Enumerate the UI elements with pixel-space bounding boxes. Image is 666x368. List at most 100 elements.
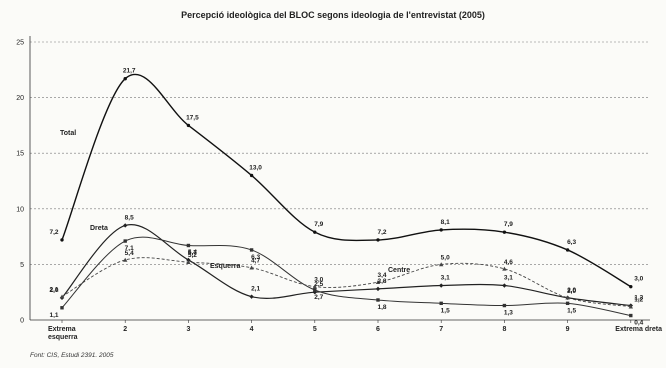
series-layer <box>59 73 633 318</box>
data-point <box>123 76 127 81</box>
data-label: 1,5 <box>567 307 576 314</box>
data-label: 7,2 <box>49 229 58 236</box>
data-label: 5,4 <box>188 249 197 256</box>
series-line <box>61 223 631 307</box>
data-label: 4,6 <box>504 259 513 266</box>
data-label: 2,5 <box>314 281 323 288</box>
series-line <box>61 73 632 288</box>
series-total <box>60 73 633 289</box>
data-point <box>439 228 443 232</box>
x-tick-label: Extrema esquerra <box>48 326 78 341</box>
data-label: 8,1 <box>441 219 450 226</box>
data-label: 8,5 <box>125 214 134 221</box>
data-label: 1,3 <box>504 310 513 317</box>
x-tick-label: 2 <box>123 326 127 333</box>
x-tick-label: 3 <box>186 326 190 333</box>
y-tick-label: 5 <box>20 262 24 269</box>
data-point <box>249 248 254 252</box>
data-label: 1,1 <box>49 312 58 319</box>
data-label: 2,7 <box>314 294 323 301</box>
data-point <box>565 295 570 300</box>
data-point <box>439 283 444 288</box>
data-label: 6,7 <box>188 249 197 256</box>
data-label: 7,9 <box>314 221 323 228</box>
data-label: 3,4 <box>377 272 386 279</box>
data-point <box>628 304 633 309</box>
x-tick-label: 8 <box>502 326 506 333</box>
series-name-label: Esquerra <box>210 263 240 270</box>
data-label: 17,5 <box>186 114 199 121</box>
data-point <box>376 298 380 302</box>
chart-source: Font: CIS, Estudi 2391. 2005 <box>30 352 114 359</box>
grid <box>30 41 650 265</box>
data-label: 3,1 <box>504 275 513 282</box>
series-name-label: Total <box>60 130 76 137</box>
data-point <box>313 230 317 234</box>
data-point <box>565 248 570 252</box>
axes: 0 5 10 15 20 25 Extrema esquerra 2 3 4 5 6 7 8 9 Extrema… <box>16 36 662 341</box>
data-label: 1,2 <box>634 297 643 304</box>
data-label: 1,3 <box>634 295 643 302</box>
data-label: 7,1 <box>125 245 134 252</box>
data-point <box>249 173 254 178</box>
data-label: 4,7 <box>251 258 260 265</box>
data-point <box>629 313 633 318</box>
data-point <box>123 257 128 262</box>
data-label: 3,0 <box>314 277 323 284</box>
data-label: 1,5 <box>441 307 450 314</box>
data-label: 0,4 <box>634 320 643 327</box>
series-dreta <box>59 223 633 308</box>
data-point <box>186 257 191 263</box>
data-point <box>502 266 507 271</box>
y-tick-label: 0 <box>20 318 24 325</box>
series-centre <box>59 257 633 309</box>
x-tick-label: 6 <box>376 326 380 333</box>
data-point <box>312 284 317 289</box>
data-point <box>375 286 381 292</box>
data-label: 13,0 <box>249 164 262 171</box>
data-label: 2,0 <box>567 287 576 294</box>
data-label: 6,3 <box>251 254 260 261</box>
data-point <box>439 262 444 267</box>
series-line <box>61 257 631 308</box>
data-point <box>59 294 65 299</box>
y-tick-label: 20 <box>16 95 24 102</box>
x-tick-label: 5 <box>313 326 317 333</box>
data-label: 3,0 <box>634 276 643 283</box>
data-point <box>249 265 254 270</box>
data-point <box>186 123 191 128</box>
labels-layer: 7,2 21,7 17,5 13,0 7,9 7,2 8,1 7,9 6,3 3,0 Total 2,… <box>49 68 643 327</box>
data-point <box>186 243 191 248</box>
data-label: 2,1 <box>251 286 260 293</box>
data-point <box>60 238 64 242</box>
data-label: 5,4 <box>125 250 134 257</box>
data-label: 1,8 <box>377 304 386 311</box>
data-label: 2,0 <box>567 288 576 295</box>
y-tick-label: 25 <box>16 40 24 47</box>
series-name-label: Dreta <box>90 225 108 232</box>
data-point <box>313 288 317 292</box>
data-label: 7,9 <box>504 221 513 228</box>
series-esquerra <box>60 236 633 318</box>
data-label: 2,1 <box>49 287 58 294</box>
data-point <box>502 230 507 234</box>
data-label: 21,7 <box>123 68 136 75</box>
data-label: 7,2 <box>377 229 386 236</box>
x-tick-label: 7 <box>439 326 443 333</box>
data-label: 2,8 <box>377 278 386 285</box>
y-tick-label: 15 <box>16 151 24 158</box>
data-point <box>629 284 633 289</box>
data-point <box>565 301 570 306</box>
series-line <box>61 236 631 317</box>
data-point <box>375 279 381 284</box>
data-label: 5,0 <box>441 254 450 261</box>
series-name-label: Centre <box>388 267 410 274</box>
x-tick-label: Extrema dreta <box>615 326 662 333</box>
data-label: 3,1 <box>441 275 450 282</box>
data-point <box>249 294 254 299</box>
data-point <box>60 306 64 310</box>
y-tick-label: 10 <box>16 206 24 213</box>
data-point <box>186 259 191 264</box>
data-point <box>502 303 507 308</box>
